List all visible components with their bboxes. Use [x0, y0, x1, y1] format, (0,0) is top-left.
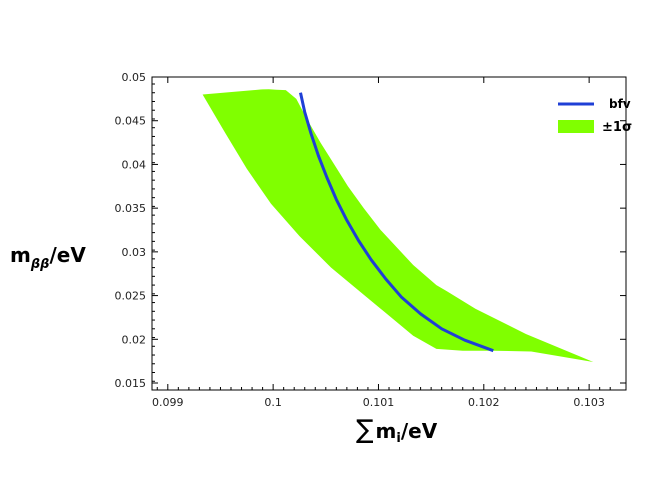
y-tick-label: 0.025 — [115, 290, 147, 303]
x-axis-label-subscript: i — [396, 431, 400, 446]
plot-layer — [202, 89, 594, 362]
x-tick-label: 0.102 — [468, 396, 500, 409]
y-tick-label: 0.03 — [122, 246, 147, 259]
x-tick-label: 0.101 — [363, 396, 395, 409]
legend-label-band: ±1σ — [602, 120, 632, 135]
y-tick-label: 0.015 — [115, 377, 147, 390]
y-axis-label-suffix: /eV — [49, 243, 86, 267]
bfv-line — [299, 92, 494, 353]
x-axis-label-prefix: ∑ — [356, 415, 374, 445]
y-tick-label: 0.05 — [122, 71, 147, 84]
y-axis-label-main: m — [10, 243, 31, 267]
x-tick-label: 0.099 — [152, 396, 184, 409]
y-tick-label: 0.035 — [115, 202, 147, 215]
y-axis-label: mββ/eV — [10, 243, 86, 272]
y-tick-label: 0.045 — [115, 115, 147, 128]
y-tick-label: 0.04 — [122, 158, 147, 171]
legend: bfv ±1σ — [558, 97, 632, 135]
y-axis-label-subscript: ββ — [30, 257, 50, 272]
x-tick-label: 0.103 — [573, 396, 605, 409]
x-tick-label: 0.1 — [264, 396, 282, 409]
x-axis-label-main: m — [376, 419, 397, 443]
x-axis-label-suffix: /eV — [401, 419, 438, 443]
axes-layer: 0.099 0.1 0.101 0.102 0.103 0.015 0.02 0.025 0.0… — [115, 71, 626, 409]
x-axis-label: ∑ mi/eV — [356, 415, 438, 446]
legend-label-bfv: bfv — [609, 97, 631, 111]
sigma-band — [202, 89, 594, 362]
legend-swatch-band — [558, 120, 594, 133]
y-tick-label: 0.02 — [122, 333, 147, 346]
